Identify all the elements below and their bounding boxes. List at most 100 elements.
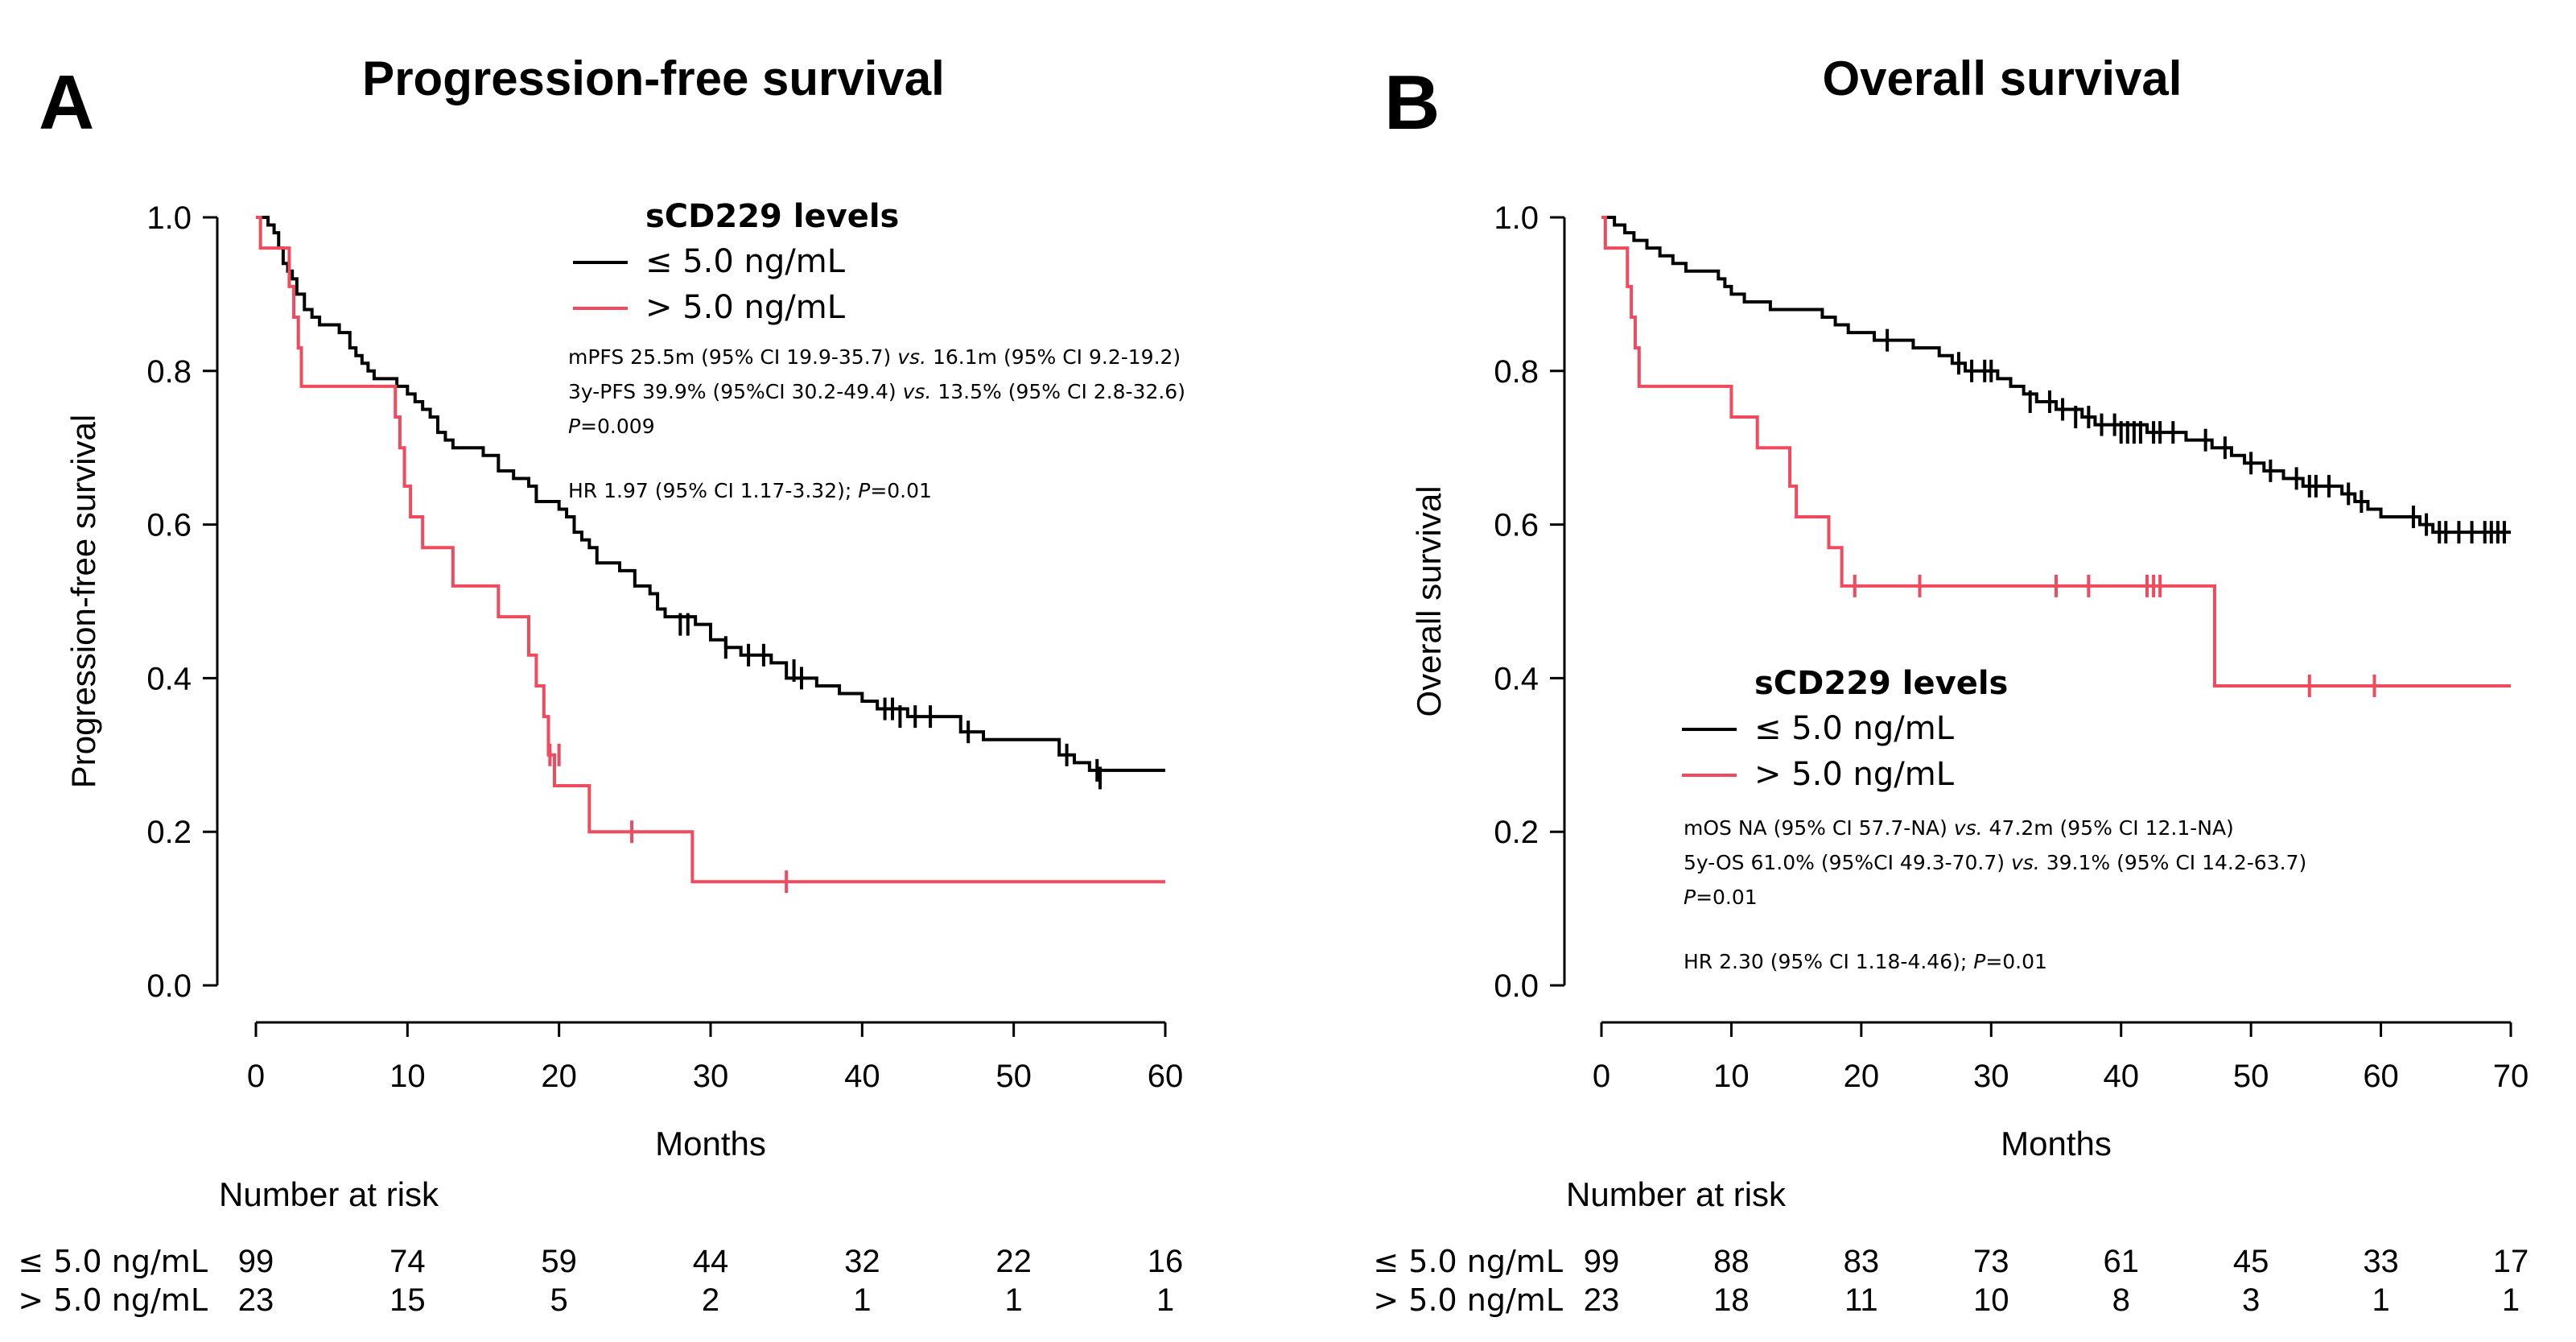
risk-count: 22 <box>995 1244 1032 1279</box>
y-tick-label: 1.0 <box>146 200 192 236</box>
risk-count: 1 <box>853 1282 871 1318</box>
risk-count: 59 <box>541 1244 577 1279</box>
risk-count: 23 <box>1584 1282 1620 1318</box>
risk-count: 1 <box>2372 1282 2389 1318</box>
x-tick-label: 60 <box>2363 1059 2399 1094</box>
risk-count: 83 <box>1844 1244 1880 1279</box>
risk-count: 3 <box>2242 1282 2260 1318</box>
chart-title: Overall survival <box>1823 52 2182 105</box>
panel-a: A Progression-free survival 0.0 0.2 0.4 0.6 0.… <box>18 52 1185 1318</box>
risk-count: 74 <box>389 1244 426 1279</box>
statistics-annotation: mPFS 25.5m (95% CI 19.9-35.7) vs. 16.1m … <box>568 345 1185 502</box>
risk-count: 73 <box>1973 1244 2009 1279</box>
legend-entry: > 5.0 ng/mL <box>1754 756 1955 793</box>
y-tick-label: 0.4 <box>146 661 192 696</box>
legend-entry: ≤ 5.0 ng/mL <box>1754 710 1955 747</box>
x-tick-label: 30 <box>693 1059 729 1094</box>
annotation-line: P=0.009 <box>568 415 655 438</box>
risk-table: Number at risk ≤ 5.0 ng/mL 99 74 59 44 32 22 16 >… <box>18 1175 1183 1318</box>
x-tick-label: 0 <box>247 1059 265 1094</box>
y-tick-label: 0.8 <box>1494 354 1539 390</box>
x-tick-label: 70 <box>2493 1059 2529 1094</box>
legend-entry: ≤ 5.0 ng/mL <box>645 243 846 280</box>
annotation-line: HR 2.30 (95% CI 1.18-4.46); P=0.01 <box>1684 950 2047 973</box>
y-tick-label: 0.8 <box>146 354 192 390</box>
risk-count: 1 <box>1005 1282 1023 1318</box>
x-tick-label: 10 <box>389 1059 426 1094</box>
risk-row-label: > 5.0 ng/mL <box>1373 1282 1563 1318</box>
risk-count: 15 <box>389 1282 426 1318</box>
x-tick-label: 50 <box>2233 1059 2269 1094</box>
x-tick-label: 10 <box>1713 1059 1750 1094</box>
x-tick-label: 0 <box>1593 1059 1610 1094</box>
annotation-line: mPFS 25.5m (95% CI 19.9-35.7) vs. 16.1m … <box>568 345 1181 369</box>
risk-count: 10 <box>1973 1282 2009 1318</box>
x-tick-label: 50 <box>995 1059 1032 1094</box>
risk-count: 8 <box>2112 1282 2130 1318</box>
risk-count: 45 <box>2233 1244 2269 1279</box>
annotation-line: HR 1.97 (95% CI 1.17-3.32); P=0.01 <box>568 479 932 502</box>
statistics-annotation: mOS NA (95% CI 57.7-NA) vs. 47.2m (95% C… <box>1684 816 2306 973</box>
risk-count: 11 <box>1844 1282 1878 1318</box>
series-high <box>256 216 1165 894</box>
x-tick-label: 20 <box>1844 1059 1880 1094</box>
risk-count: 99 <box>238 1244 274 1279</box>
chart-title: Progression-free survival <box>362 52 945 105</box>
x-tick-label: 40 <box>2103 1059 2139 1094</box>
legend: sCD229 levels ≤ 5.0 ng/mL > 5.0 ng/mL <box>1682 665 2008 793</box>
y-tick-label: 0.6 <box>1494 508 1539 543</box>
survival-curve <box>1601 216 2511 535</box>
risk-row-label: > 5.0 ng/mL <box>18 1282 208 1318</box>
risk-count: 2 <box>702 1282 719 1318</box>
risk-count: 1 <box>2502 1282 2520 1318</box>
risk-count: 44 <box>693 1244 729 1279</box>
x-tick-label: 30 <box>1973 1059 2009 1094</box>
panel-b: B Overall survival 0.0 0.2 0.4 0.6 0.8 1.0 0 10 20… <box>1373 52 2529 1318</box>
survival-curve <box>256 216 1165 772</box>
annotation-line: 5y-OS 61.0% (95%CI 49.3-70.7) vs. 39.1% … <box>1684 851 2306 874</box>
y-tick-label: 0.2 <box>146 815 192 850</box>
series-low <box>1601 216 2511 544</box>
x-tick-label: 40 <box>844 1059 880 1094</box>
annotation-line: 3y-PFS 39.9% (95%CI 30.2-49.4) vs. 13.5%… <box>568 380 1185 403</box>
y-axis-label: Overall survival <box>1410 485 1448 716</box>
risk-count: 17 <box>2493 1244 2529 1279</box>
risk-count: 88 <box>1713 1244 1750 1279</box>
y-tick-label: 0.6 <box>146 508 192 543</box>
panel-letter: B <box>1384 60 1440 146</box>
y-tick-label: 0.2 <box>1494 815 1539 850</box>
x-axis-label: Months <box>655 1125 766 1162</box>
x-tick-label: 20 <box>541 1059 577 1094</box>
risk-count: 99 <box>1584 1244 1620 1279</box>
risk-count: 23 <box>238 1282 274 1318</box>
annotation-line: mOS NA (95% CI 57.7-NA) vs. 47.2m (95% C… <box>1684 816 2234 840</box>
x-axis-label: Months <box>2001 1125 2112 1162</box>
y-axis-label: Progression-free survival <box>64 415 102 789</box>
panel-letter: A <box>39 60 94 146</box>
risk-table-title: Number at risk <box>1566 1175 1787 1213</box>
risk-row-label: ≤ 5.0 ng/mL <box>18 1244 208 1279</box>
annotation-line: P=0.01 <box>1684 886 1758 909</box>
y-tick-label: 0.0 <box>1494 968 1539 1004</box>
y-tick-label: 0.0 <box>146 968 192 1004</box>
legend-title: sCD229 levels <box>1754 665 2008 702</box>
risk-count: 5 <box>550 1282 568 1318</box>
risk-count: 61 <box>2103 1244 2139 1279</box>
risk-count: 18 <box>1713 1282 1750 1318</box>
legend: sCD229 levels ≤ 5.0 ng/mL > 5.0 ng/mL <box>573 198 899 326</box>
risk-count: 1 <box>1156 1282 1174 1318</box>
risk-table: Number at risk≤ 5.0 ng/mL 99 88 83 73 61 45 33 1… <box>1373 1175 2529 1318</box>
series-low <box>256 216 1165 790</box>
legend-entry: > 5.0 ng/mL <box>645 289 846 326</box>
legend-title: sCD229 levels <box>645 198 899 235</box>
y-tick-label: 1.0 <box>1494 200 1539 236</box>
risk-table-title: Number at risk <box>219 1175 439 1213</box>
risk-count: 33 <box>2363 1244 2399 1279</box>
risk-count: 32 <box>844 1244 880 1279</box>
x-tick-label: 60 <box>1148 1059 1184 1094</box>
survival-curve <box>1601 216 2511 688</box>
series-high <box>1601 216 2511 697</box>
y-tick-label: 0.4 <box>1494 661 1539 696</box>
risk-count: 16 <box>1148 1244 1184 1279</box>
